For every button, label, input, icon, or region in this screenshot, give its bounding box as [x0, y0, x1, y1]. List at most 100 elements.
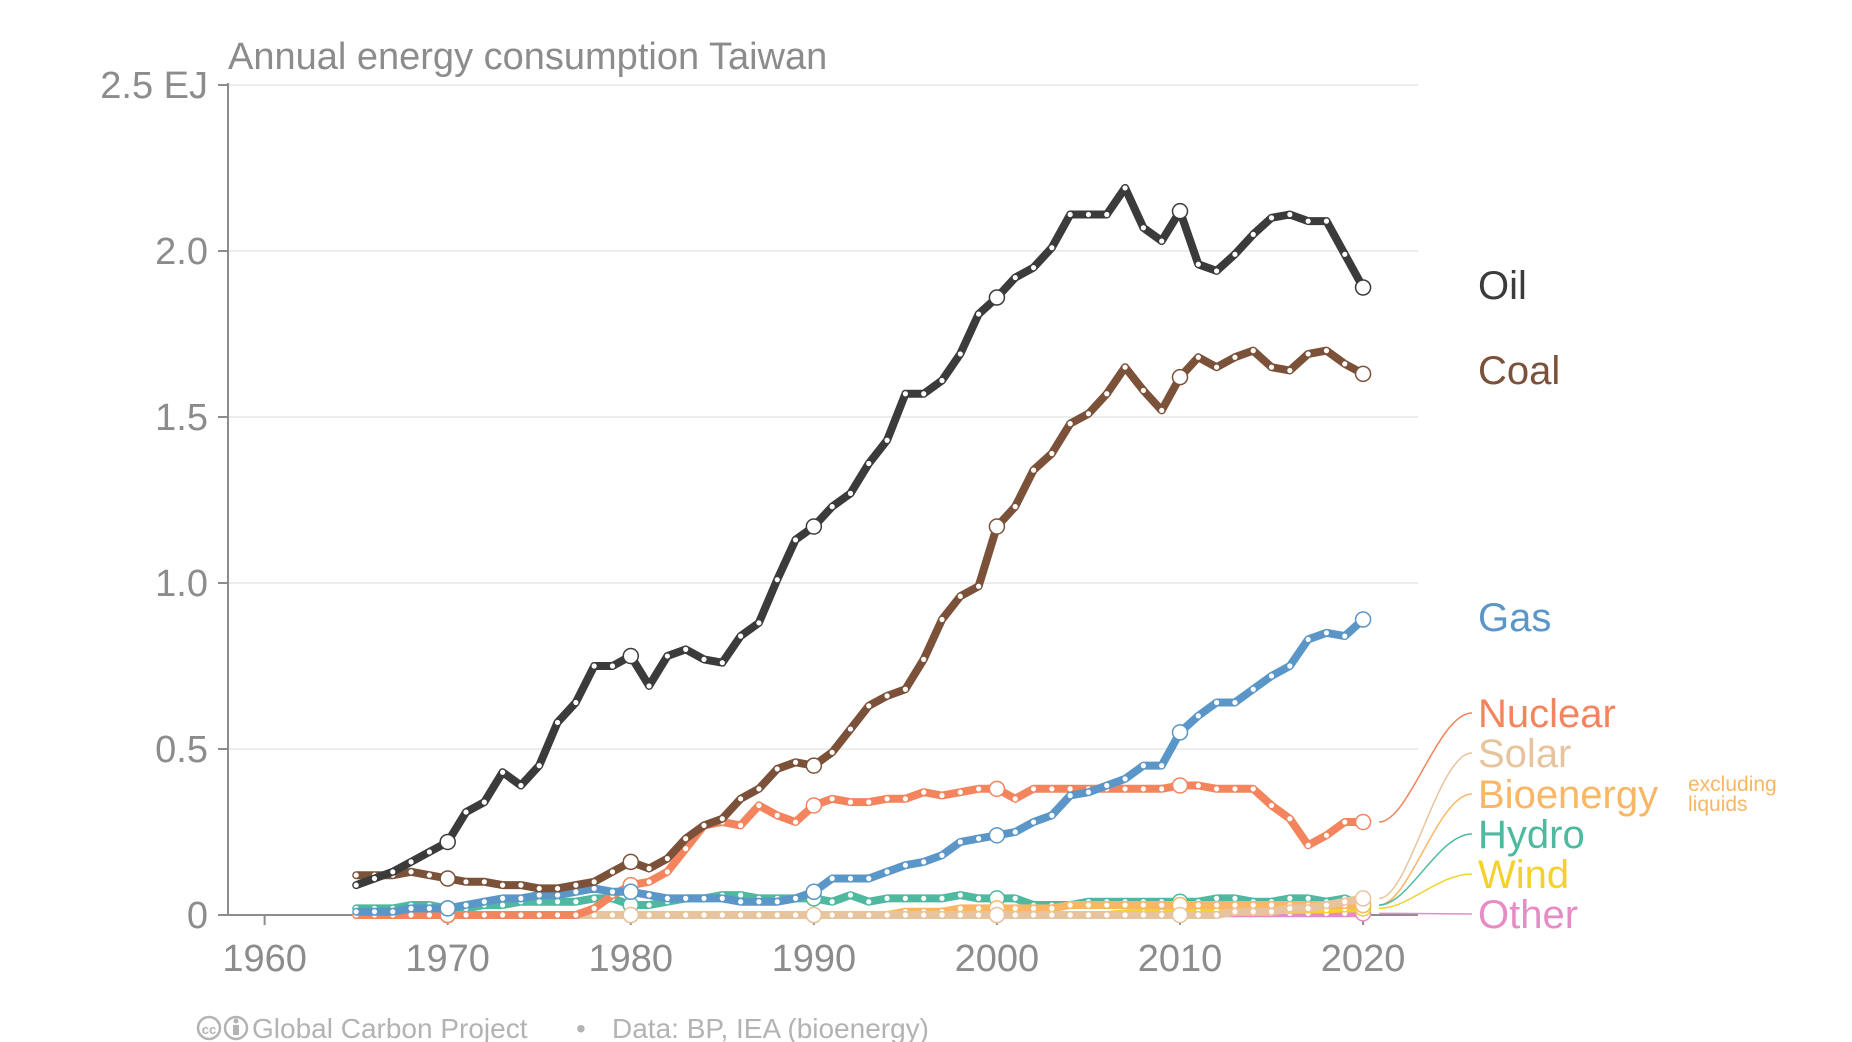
point-oil — [573, 699, 579, 706]
point-nuclear — [591, 905, 597, 911]
point-oil — [1140, 225, 1146, 231]
point-gas — [371, 909, 378, 915]
point-coal — [408, 869, 414, 875]
point-nuclear — [1067, 786, 1073, 792]
point-solar — [1049, 912, 1055, 918]
footer-source: Data: BP, IEA (bioenergy) — [612, 1013, 929, 1042]
point-gas — [683, 895, 689, 902]
point-gas — [646, 892, 652, 898]
label-other: Other — [1478, 893, 1578, 937]
point-solar — [792, 912, 799, 918]
point-gas — [1067, 792, 1073, 799]
point-coal — [609, 869, 616, 875]
point-hydro — [921, 895, 927, 902]
series-line-oil — [352, 183, 1368, 890]
point-coal — [988, 518, 1006, 535]
point-oil — [683, 646, 689, 653]
point-oil — [976, 311, 982, 317]
point-nuclear — [1287, 816, 1293, 822]
point-gas — [439, 900, 456, 917]
point-hydro — [1012, 895, 1018, 902]
point-oil — [1250, 231, 1256, 237]
point-solar — [1104, 912, 1110, 918]
point-bioenergy — [1195, 902, 1201, 908]
point-nuclear — [1171, 777, 1189, 794]
point-solar — [1287, 905, 1293, 911]
point-oil — [988, 289, 1006, 306]
point-nuclear — [1214, 786, 1220, 792]
cc-license-icon: cc — [196, 1015, 222, 1041]
point-gas — [1305, 636, 1311, 643]
point-oil — [408, 859, 414, 865]
point-oil — [1354, 279, 1372, 296]
point-coal — [1214, 364, 1220, 370]
point-gas — [1214, 699, 1220, 706]
y-tick-label: 2.5 EJ — [100, 65, 208, 107]
point-hydro — [1214, 895, 1220, 902]
point-gas — [805, 883, 823, 901]
point-coal — [1287, 367, 1293, 374]
point-solar — [847, 912, 854, 918]
footer-separator: • — [576, 1013, 586, 1042]
point-nuclear — [738, 822, 744, 828]
point-coal — [756, 786, 762, 792]
point-coal — [902, 686, 908, 692]
point-hydro — [500, 902, 506, 908]
point-bioenergy — [1159, 902, 1165, 908]
point-nuclear — [829, 796, 835, 802]
point-gas — [1342, 633, 1348, 639]
leader-bioenergy — [1378, 793, 1473, 906]
point-gas — [1104, 782, 1110, 789]
point-solar — [1012, 912, 1018, 918]
point-solar — [1140, 912, 1146, 918]
point-nuclear — [792, 819, 799, 825]
point-nuclear — [1012, 796, 1018, 802]
point-oil — [1323, 218, 1330, 224]
point-gas — [1232, 699, 1238, 706]
point-coal — [1030, 467, 1037, 473]
point-gas — [1049, 812, 1055, 819]
label-gas: Gas — [1478, 596, 1551, 640]
point-coal — [939, 616, 945, 623]
label-hydro: Hydro — [1478, 813, 1585, 857]
point-gas — [1140, 763, 1146, 769]
point-gas — [609, 889, 616, 895]
point-oil — [622, 647, 640, 665]
point-gas — [792, 895, 799, 902]
point-coal — [1140, 387, 1146, 394]
point-oil — [701, 656, 707, 662]
point-bioenergy — [1012, 905, 1018, 911]
point-gas — [500, 895, 506, 902]
point-oil — [646, 683, 652, 689]
point-coal — [805, 757, 823, 774]
x-tick-label: 1960 — [222, 938, 307, 980]
point-oil — [591, 663, 597, 669]
point-oil — [1012, 274, 1018, 281]
point-gas — [591, 885, 597, 892]
point-oil — [1159, 238, 1165, 244]
point-oil — [1268, 215, 1275, 221]
point-oil — [829, 504, 835, 510]
point-nuclear — [1354, 813, 1372, 831]
point-coal — [664, 855, 670, 862]
point-hydro — [902, 895, 908, 902]
point-coal — [500, 882, 506, 888]
point-coal — [536, 885, 542, 892]
point-nuclear — [1323, 832, 1330, 838]
point-hydro — [573, 899, 579, 905]
point-oil — [536, 763, 542, 769]
point-nuclear — [976, 786, 982, 792]
point-gas — [1012, 829, 1018, 835]
point-oil — [1122, 185, 1128, 191]
point-hydro — [866, 899, 872, 905]
point-gas — [1287, 663, 1293, 669]
point-oil — [939, 377, 945, 384]
point-oil — [1049, 245, 1055, 251]
point-oil — [866, 460, 872, 467]
point-solar — [957, 912, 963, 918]
series-line-nuclear — [352, 781, 1368, 919]
point-solar — [1250, 909, 1256, 915]
y-tick-label: 2.0 — [155, 231, 208, 273]
point-oil — [805, 518, 823, 535]
point-oil — [1171, 202, 1189, 220]
